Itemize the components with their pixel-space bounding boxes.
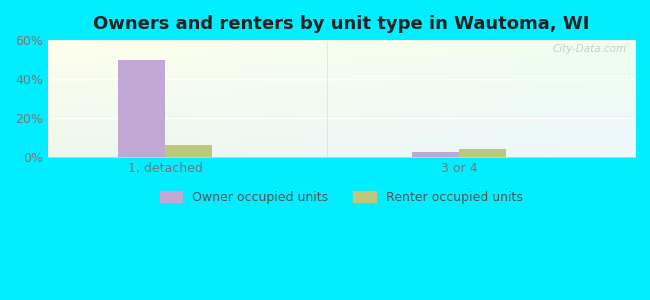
Bar <box>165 145 212 157</box>
Bar <box>459 148 506 157</box>
Title: Owners and renters by unit type in Wautoma, WI: Owners and renters by unit type in Wauto… <box>93 15 590 33</box>
Bar <box>412 152 459 157</box>
Legend: Owner occupied units, Renter occupied units: Owner occupied units, Renter occupied un… <box>160 191 523 204</box>
Text: City-Data.com: City-Data.com <box>552 44 626 54</box>
Bar <box>118 60 165 157</box>
